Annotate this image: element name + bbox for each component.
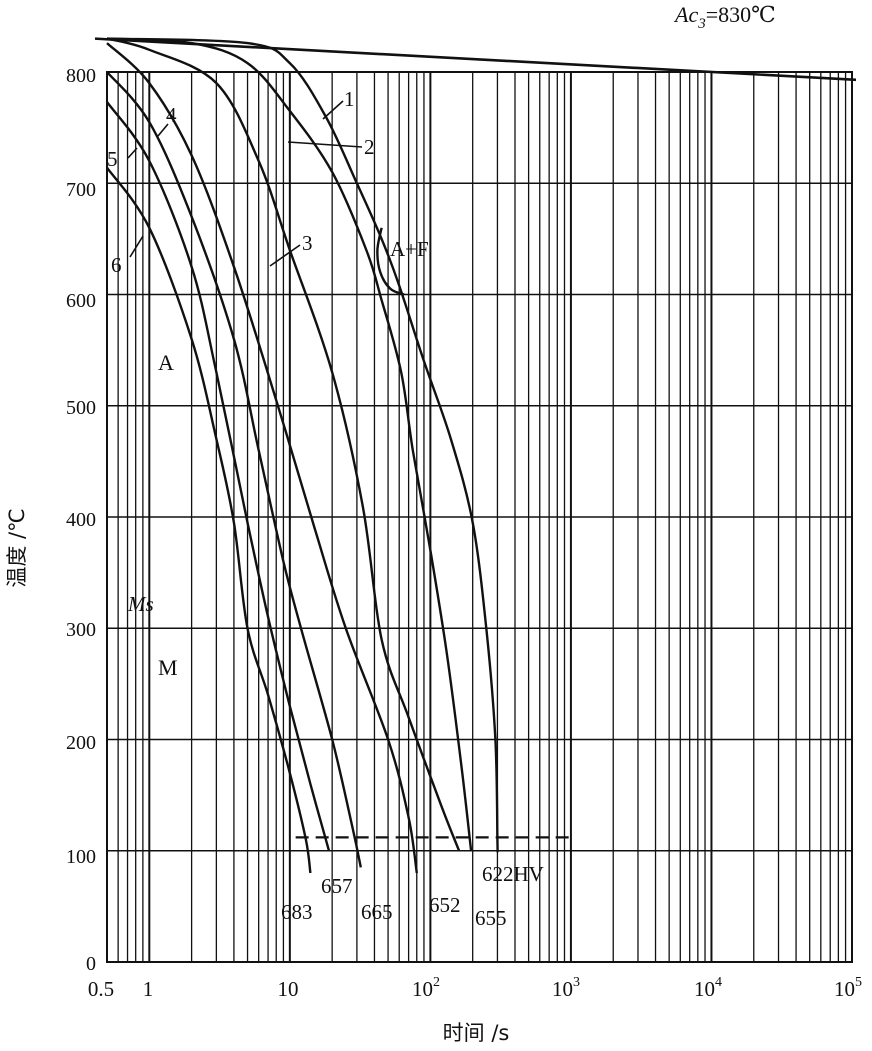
ac3-label: Ac3=830℃ [673,2,776,32]
y-tick-labels: 0 100 200 300 400 500 600 700 800 [66,65,96,975]
cooling-curve-7 [106,167,312,874]
leader-6 [129,235,144,258]
hardness-622hv: 622HV [482,862,544,886]
curve-label-6: 6 [111,253,122,277]
curve-label-3: 3 [302,231,313,255]
x-tick-1e2-base: 10 [412,977,433,1001]
leader-2 [287,141,363,148]
hardness-665: 665 [361,900,393,924]
plot-frame [106,71,853,963]
cooling-curve-2 [106,37,473,851]
region-martensite: M [158,655,178,680]
curve-label-4: 4 [166,103,177,127]
y-tick-100: 100 [66,846,96,868]
cooling-curve-4 [106,42,418,874]
x-tick-1: 1 [143,977,154,1001]
x-tick-1e3: 103 [552,975,580,1001]
curve-label-5: 5 [107,147,118,171]
x-tick-1e3-base: 10 [552,977,573,1001]
x-tick-1e4: 104 [694,975,722,1001]
region-austenite: A [158,350,174,375]
hardness-labels: 683 657 665 652 655 622HV [281,862,544,930]
y-tick-500: 500 [66,397,96,419]
leader-lines [127,100,363,267]
y-tick-800: 800 [66,65,96,87]
cooling-curve-5 [106,71,362,868]
y-axis-label: 温度 /℃ [5,508,29,587]
region-ms: Ms [127,592,154,616]
x-tick-0.5: 0.5 [88,977,114,1001]
ac3-line [94,37,857,82]
hardness-652: 652 [429,893,461,917]
curve-label-1: 1 [344,87,355,111]
cooling-curve-8 [376,227,405,296]
cooling-curve-3 [106,37,461,852]
cooling-curve-6 [106,101,331,852]
cooling-curve-1 [106,37,499,853]
y-tick-400: 400 [66,509,96,531]
x-tick-1e5: 105 [834,975,862,1001]
y-tick-200: 200 [66,732,96,754]
leader-3 [269,244,301,267]
hardness-683: 683 [281,900,313,924]
leader-5 [127,147,138,159]
series-group [106,37,499,874]
x-tick-labels: 0.5 1 10 102 103 104 105 [88,975,862,1001]
ac3-label-main: Ac [673,2,698,27]
x-tick-10: 10 [278,977,299,1001]
y-tick-300: 300 [66,619,96,641]
x-tick-1e4-base: 10 [694,977,715,1001]
x-tick-1e5-base: 10 [834,977,855,1001]
ac3-label-sub: 3 [697,16,706,32]
x-tick-1e3-exp: 3 [573,975,580,990]
curve-label-2: 2 [364,135,375,159]
y-tick-700: 700 [66,179,96,201]
leader-4 [157,123,169,137]
leader-1 [322,100,344,120]
y-tick-0: 0 [86,953,96,975]
region-af: A+F [390,237,429,261]
y-tick-600: 600 [66,290,96,312]
grid [94,37,857,963]
x-tick-1e4-exp: 4 [715,975,722,990]
ac3-label-rest: =830℃ [706,2,776,27]
x-tick-1e2: 102 [412,975,440,1001]
hardness-657: 657 [321,874,353,898]
x-tick-1e2-exp: 2 [433,975,440,990]
x-axis-label: 时间 /s [443,1021,510,1045]
hardness-655: 655 [475,906,507,930]
x-tick-1e5-exp: 5 [855,975,862,990]
curve-labels: 1 2 3 4 5 6 [107,87,375,277]
